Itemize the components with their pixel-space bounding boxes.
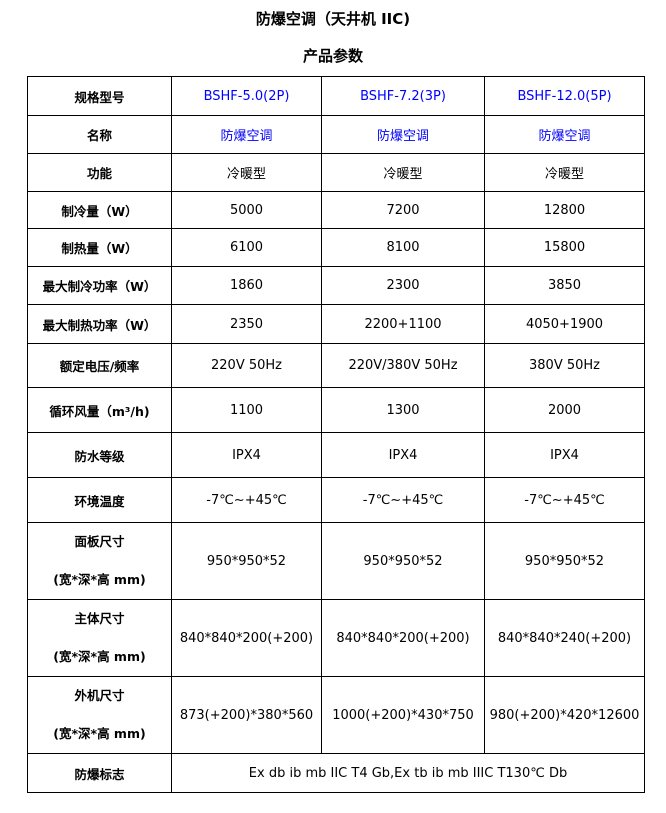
table-cell: 840*840*200(+200)	[321, 599, 485, 677]
table-cell: 6100	[171, 228, 322, 267]
table-cell: 冷暖型	[484, 153, 645, 192]
row-label-line2: (宽*深*高 mm)	[53, 726, 146, 741]
row-label: 名称	[27, 115, 172, 154]
spec-table: 规格型号 BSHF-5.0(2P) BSHF-7.2(3P) BSHF-12.0(5P…	[27, 76, 645, 793]
table-cell: 380V 50Hz	[484, 343, 645, 388]
table-row: 最大制热功率（W） 2350 2200+1100 4050+1900	[27, 304, 645, 344]
row-label-line1: 主体尺寸	[74, 611, 125, 626]
table-cell: 防爆空调	[171, 115, 322, 154]
table-cell: BSHF-12.0(5P)	[484, 76, 645, 116]
table-cell: BSHF-5.0(2P)	[171, 76, 322, 116]
table-cell: -7℃~+45℃	[484, 477, 645, 523]
table-cell: 2300	[321, 266, 485, 305]
row-label: 环境温度	[27, 477, 172, 523]
table-cell: 3850	[484, 266, 645, 305]
table-cell: 冷暖型	[321, 153, 485, 192]
row-label: 循环风量（m³/h)	[27, 387, 172, 433]
section-title: 产品参数	[302, 47, 363, 65]
table-cell: 8100	[321, 228, 485, 267]
table-cell: 防爆空调	[321, 115, 485, 154]
table-cell: 1000(+200)*430*750	[321, 676, 485, 754]
table-cell: -7℃~+45℃	[171, 477, 322, 523]
table-cell: 12800	[484, 191, 645, 229]
row-label-line1: 面板尺寸	[74, 534, 125, 549]
table-row: 主体尺寸 (宽*深*高 mm) 840*840*200(+200) 840*840*2…	[27, 599, 645, 677]
table-cell: 1100	[171, 387, 322, 433]
table-cell: 950*950*52	[484, 522, 645, 600]
table-cell: 840*840*240(+200)	[484, 599, 645, 677]
row-label-line1: 外机尺寸	[74, 688, 125, 703]
table-row: 循环风量（m³/h) 1100 1300 2000	[27, 387, 645, 433]
table-cell: 15800	[484, 228, 645, 267]
table-row: 名称 防爆空调 防爆空调 防爆空调	[27, 115, 645, 154]
table-cell: 2350	[171, 304, 322, 344]
table-cell: 2200+1100	[321, 304, 485, 344]
table-cell: 873(+200)*380*560	[171, 676, 322, 754]
table-cell: 7200	[321, 191, 485, 229]
table-row: 环境温度 -7℃~+45℃ -7℃~+45℃ -7℃~+45℃	[27, 477, 645, 523]
table-cell: 2000	[484, 387, 645, 433]
table-cell: 840*840*200(+200)	[171, 599, 322, 677]
table-row: 最大制冷功率（W） 1860 2300 3850	[27, 266, 645, 305]
row-label: 制热量（W）	[27, 228, 172, 267]
table-row: 制热量（W） 6100 8100 15800	[27, 228, 645, 267]
table-cell: 950*950*52	[321, 522, 485, 600]
table-cell: IPX4	[484, 432, 645, 478]
row-label: 防水等级	[27, 432, 172, 478]
table-cell: 220V 50Hz	[171, 343, 322, 388]
table-cell: IPX4	[171, 432, 322, 478]
table-cell: -7℃~+45℃	[321, 477, 485, 523]
table-row: 外机尺寸 (宽*深*高 mm) 873(+200)*380*560 1000(+200…	[27, 676, 645, 754]
table-cell: 950*950*52	[171, 522, 322, 600]
table-row: 功能 冷暖型 冷暖型 冷暖型	[27, 153, 645, 192]
row-label: 防爆标志	[27, 753, 172, 793]
table-cell: 1300	[321, 387, 485, 433]
table-row: 规格型号 BSHF-5.0(2P) BSHF-7.2(3P) BSHF-12.0(5P…	[27, 76, 645, 116]
row-label: 最大制冷功率（W）	[27, 266, 172, 305]
page-title: 防爆空调（天井机 IIC)	[255, 10, 411, 28]
table-cell: 防爆空调	[484, 115, 645, 154]
row-label: 规格型号	[27, 76, 172, 116]
table-cell: 冷暖型	[171, 153, 322, 192]
table-cell: 980(+200)*420*12600	[484, 676, 645, 754]
row-label-line2: (宽*深*高 mm)	[53, 572, 146, 587]
row-label: 额定电压/频率	[27, 343, 172, 388]
table-row-explosion-mark: 防爆标志 Ex db ib mb IIC T4 Gb,Ex tb ib mb II…	[27, 753, 645, 793]
table-cell: 1860	[171, 266, 322, 305]
row-label-line2: (宽*深*高 mm)	[53, 649, 146, 664]
table-row: 面板尺寸 (宽*深*高 mm) 950*950*52 950*950*52 950*95…	[27, 522, 645, 600]
table-cell: 5000	[171, 191, 322, 229]
table-row: 额定电压/频率 220V 50Hz 220V/380V 50Hz 380V 50Hz	[27, 343, 645, 388]
row-label: 外机尺寸 (宽*深*高 mm)	[27, 676, 172, 754]
table-row: 防水等级 IPX4 IPX4 IPX4	[27, 432, 645, 478]
explosion-mark-value: Ex db ib mb IIC T4 Gb,Ex tb ib mb IIIC T…	[171, 753, 645, 793]
table-cell: BSHF-7.2(3P)	[321, 76, 485, 116]
row-label: 最大制热功率（W）	[27, 304, 172, 344]
row-label: 主体尺寸 (宽*深*高 mm)	[27, 599, 172, 677]
row-label: 面板尺寸 (宽*深*高 mm)	[27, 522, 172, 600]
table-cell: IPX4	[321, 432, 485, 478]
row-label: 功能	[27, 153, 172, 192]
row-label: 制冷量（W）	[27, 191, 172, 229]
table-row: 制冷量（W） 5000 7200 12800	[27, 191, 645, 229]
table-cell: 4050+1900	[484, 304, 645, 344]
table-cell: 220V/380V 50Hz	[321, 343, 485, 388]
